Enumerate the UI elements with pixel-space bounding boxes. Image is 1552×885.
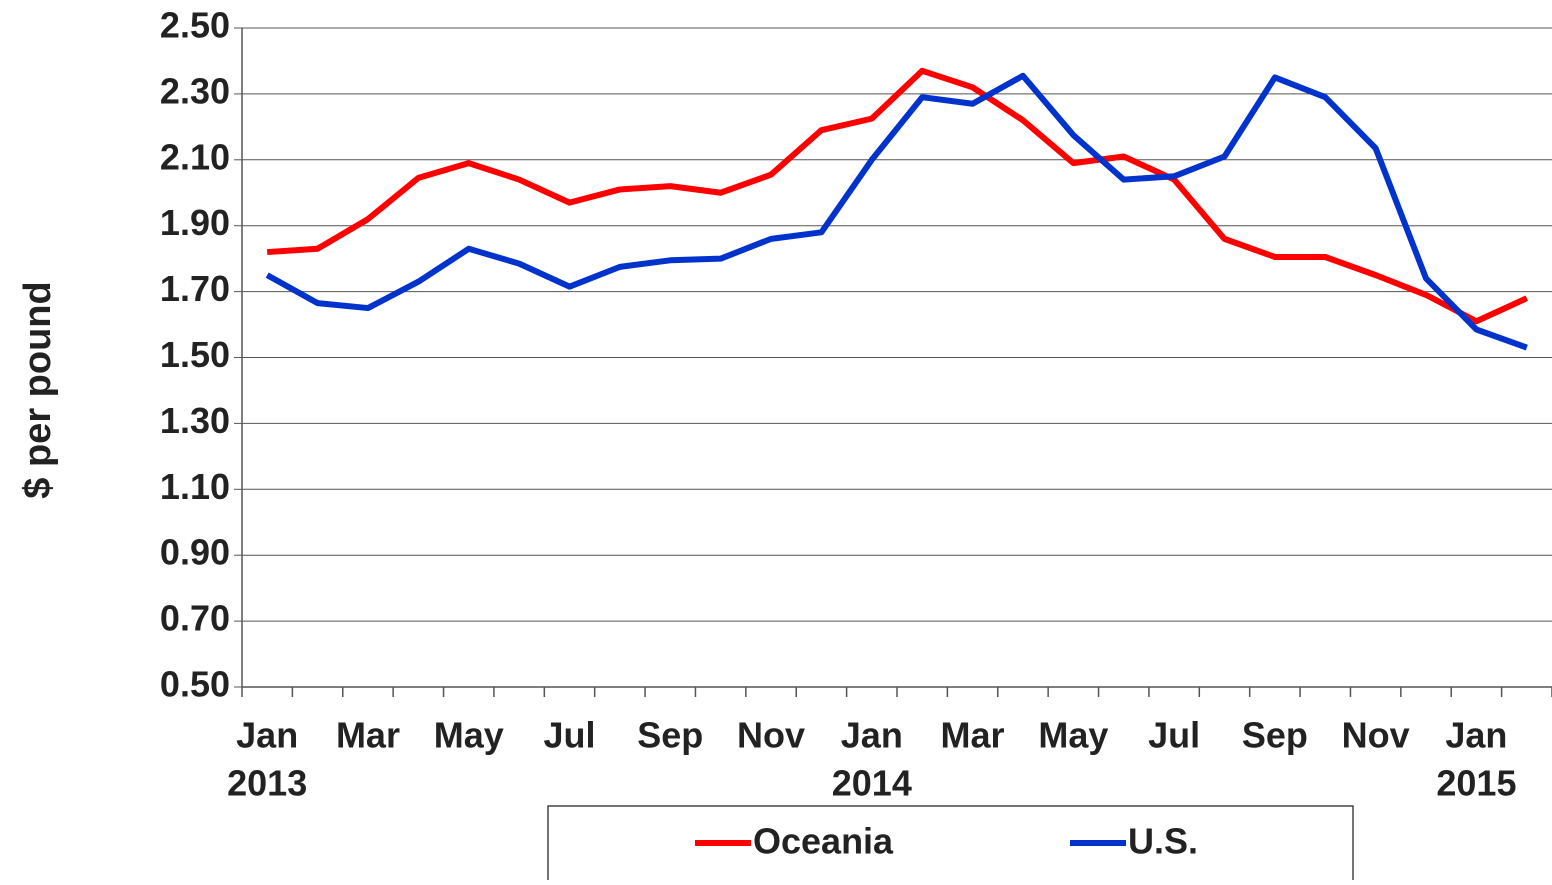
x-year-label: 2013 — [227, 763, 307, 804]
y-tick-label: 1.90 — [160, 202, 230, 243]
x-tick-label: Jan — [1445, 715, 1507, 756]
x-tick-label: Jan — [236, 715, 298, 756]
x-tick-label: Jan — [841, 715, 903, 756]
y-tick-label: 2.50 — [160, 5, 230, 46]
y-tick-label: 2.10 — [160, 136, 230, 177]
x-tick-label: Mar — [941, 715, 1005, 756]
x-tick-label: Jul — [543, 715, 595, 756]
x-tick-label: May — [1038, 715, 1108, 756]
y-tick-label: 0.90 — [160, 532, 230, 573]
y-tick-label: 0.50 — [160, 664, 230, 705]
legend-label: Oceania — [753, 821, 894, 862]
x-tick-label: Nov — [1342, 715, 1410, 756]
y-axis-label: $ per pound — [17, 281, 59, 498]
x-tick-label: May — [434, 715, 504, 756]
y-tick-label: 1.10 — [160, 466, 230, 507]
y-tick-label: 1.70 — [160, 268, 230, 309]
series-line — [265, 72, 1528, 351]
x-tick-label: Jul — [1148, 715, 1200, 756]
x-tick-label: Sep — [637, 715, 703, 756]
x-year-label: 2014 — [832, 763, 912, 804]
x-tick-label: Sep — [1242, 715, 1308, 756]
legend-box — [547, 805, 1354, 885]
y-tick-label: 1.30 — [160, 400, 230, 441]
x-year-label: 2015 — [1436, 763, 1516, 804]
y-tick-label: 0.70 — [160, 598, 230, 639]
y-tick-label: 1.50 — [160, 334, 230, 375]
series-line — [266, 67, 1529, 325]
x-tick-label: Mar — [336, 715, 400, 756]
y-tick-label: 2.30 — [160, 70, 230, 111]
legend-label: U.S. — [1128, 821, 1198, 862]
x-tick-label: Nov — [737, 715, 805, 756]
